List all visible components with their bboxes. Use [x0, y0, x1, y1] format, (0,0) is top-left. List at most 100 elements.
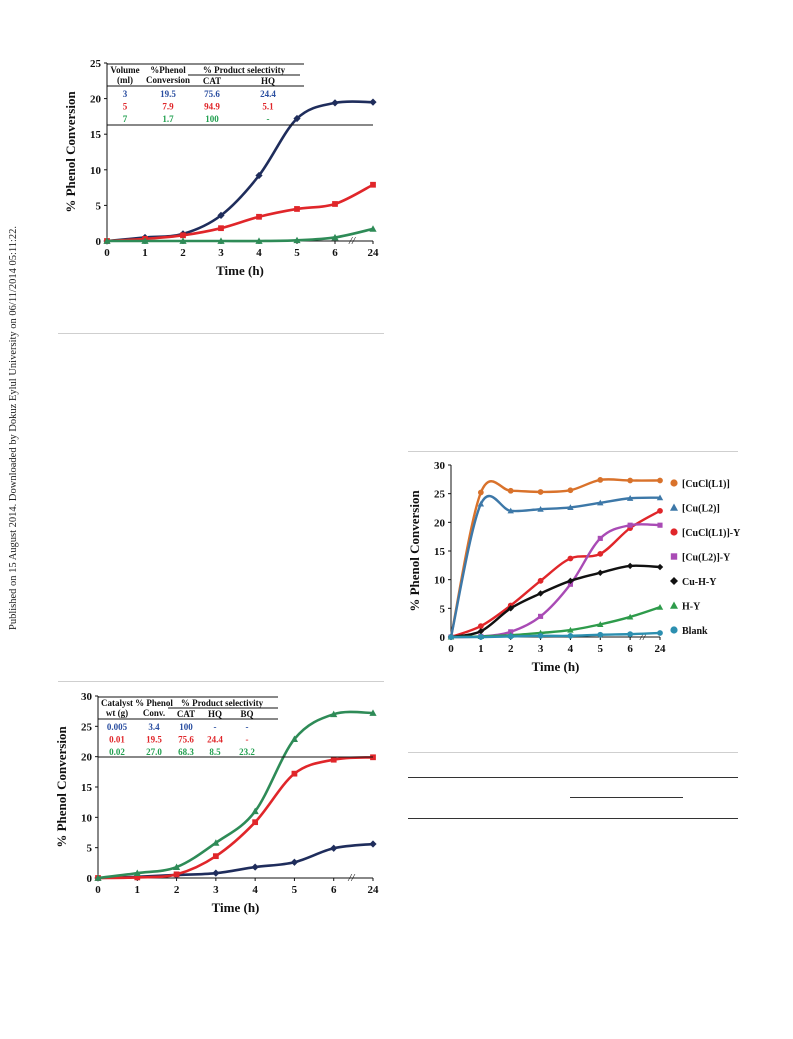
table-header: (ml): [117, 75, 133, 85]
data-point-marker: [670, 528, 678, 536]
data-point-marker: [670, 479, 678, 487]
x-tick-label: 24: [368, 247, 380, 259]
data-point-marker: [477, 628, 485, 635]
table-subheader: BQ: [240, 709, 253, 719]
table-cell: 24.4: [207, 735, 223, 745]
divider: [58, 681, 384, 682]
data-point-marker: [477, 500, 485, 507]
data-point-marker: [134, 874, 141, 881]
data-point-marker: [212, 839, 220, 846]
x-tick-label: 4: [568, 643, 574, 655]
x-tick-label: 2: [508, 643, 514, 655]
table-header: Volume: [110, 65, 139, 75]
table-cell: 1.7: [162, 114, 174, 124]
series-2: [95, 754, 376, 881]
x-tick-label: 3: [538, 643, 544, 655]
data-point-marker: [507, 487, 514, 494]
y-tick-label: 20: [90, 94, 102, 106]
data-point-marker: [538, 613, 544, 619]
data-point-marker: [103, 237, 111, 244]
series-line: [105, 183, 375, 243]
y-tick-label: 0: [96, 236, 102, 248]
table-rule: [570, 797, 683, 798]
legend-item: H-Y: [670, 601, 701, 613]
legend-item: Cu-H-Y: [670, 577, 717, 588]
y-tick-label: 5: [87, 843, 93, 855]
table-header: % Product selectivity: [203, 65, 286, 75]
table-rule: [408, 777, 738, 778]
divider: [58, 333, 384, 334]
data-point-marker: [627, 631, 634, 638]
x-tick-label: 24: [655, 643, 667, 655]
table-rule: [408, 818, 738, 819]
data-point-marker: [94, 874, 102, 881]
legend-label: [CuCl(L1)]-Y: [682, 528, 741, 539]
data-point-marker: [537, 577, 544, 584]
x-tick-label: 5: [598, 643, 604, 655]
data-point-marker: [507, 507, 514, 514]
data-point-marker: [597, 569, 604, 576]
data-point-marker: [173, 871, 180, 878]
table-cell: 94.9: [204, 102, 220, 112]
data-point-marker: [507, 605, 514, 612]
data-point-marker: [597, 621, 604, 627]
x-tick-label: 3: [218, 247, 224, 259]
data-point-marker: [251, 807, 259, 815]
series-3: [94, 709, 377, 881]
data-point-marker: [255, 237, 263, 244]
data-point-marker: [567, 577, 574, 585]
series-line: [105, 100, 375, 243]
x-tick-label: 1: [142, 247, 148, 259]
data-point-marker: [172, 863, 181, 870]
axis-break-mark: //: [348, 235, 356, 247]
data-point-marker: [627, 477, 634, 484]
table-cell: 7: [123, 114, 128, 124]
data-point-marker: [212, 869, 220, 877]
y-tick-label: 0: [440, 632, 446, 644]
y-tick-label: 20: [434, 517, 446, 529]
x-tick-label: 3: [213, 884, 219, 896]
y-tick-label: 20: [81, 752, 93, 764]
table-cell: 27.0: [146, 747, 162, 757]
chart-axes: 0 5 10 15 20 25 0 1 2 3 4 5 6 24 // Time (h) % Phenol Co…: [63, 58, 379, 278]
data-point-marker: [537, 489, 544, 495]
y-tick-label: 5: [440, 603, 446, 615]
data-point-marker: [567, 487, 574, 494]
data-point-marker: [290, 735, 299, 742]
data-point-marker: [508, 629, 514, 635]
data-point-marker: [290, 858, 299, 866]
data-point-marker: [537, 632, 544, 639]
table-cell: 5.1: [262, 102, 274, 112]
y-tick-label: 30: [434, 460, 446, 472]
table-header: %Phenol: [150, 65, 186, 75]
legend-label: Blank: [682, 626, 708, 637]
legend-label: H-Y: [682, 602, 701, 613]
data-point-marker: [218, 225, 224, 232]
data-point-marker: [657, 507, 663, 514]
data-point-marker: [331, 99, 339, 107]
data-point-marker: [670, 577, 678, 585]
data-point-marker: [217, 237, 225, 244]
table-cell: 19.5: [160, 89, 176, 99]
series-1: [103, 98, 377, 245]
table-cell: 19.5: [146, 735, 162, 745]
x-tick-label: 6: [332, 247, 338, 259]
data-point-marker: [141, 237, 149, 244]
data-point-marker: [179, 237, 187, 244]
series-line: [96, 710, 375, 880]
series-line: [96, 755, 375, 880]
data-point-marker: [180, 232, 186, 239]
divider: [408, 451, 738, 452]
data-point-marker: [370, 181, 376, 188]
data-point-marker: [597, 550, 604, 557]
data-point-marker: [332, 201, 338, 207]
table-header: wt (g): [106, 708, 128, 718]
data-point-marker: [293, 236, 301, 244]
legend-item: [Cu(L2)]: [670, 503, 720, 515]
table-header: Conversion: [146, 75, 190, 85]
table-cell: -: [246, 722, 249, 732]
table-cell: 100: [179, 722, 193, 732]
